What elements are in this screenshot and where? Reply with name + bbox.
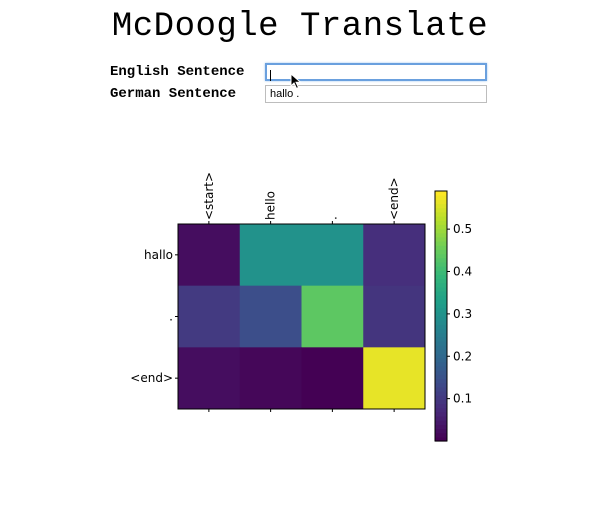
colorbar-segment bbox=[435, 249, 447, 255]
colorbar-tick-label: 0.5 bbox=[453, 222, 472, 236]
colorbar-segment bbox=[435, 411, 447, 417]
heatmap-cell bbox=[301, 224, 364, 287]
colorbar-segment bbox=[435, 374, 447, 380]
colorbar-segment bbox=[435, 395, 447, 400]
colorbar-segment bbox=[435, 316, 447, 321]
app-title: McDoogle Translate bbox=[111, 8, 489, 46]
y-tick-label: . bbox=[169, 310, 173, 324]
german-sentence-label: German Sentence bbox=[110, 86, 237, 102]
colorbar-segment bbox=[435, 366, 447, 371]
colorbar-segment bbox=[435, 303, 447, 309]
german-sentence-output[interactable] bbox=[265, 85, 487, 103]
colorbar-segment bbox=[435, 332, 447, 338]
english-sentence-input[interactable] bbox=[265, 63, 487, 81]
colorbar-segment bbox=[435, 424, 447, 430]
colorbar-segment bbox=[435, 253, 447, 259]
colorbar-segment bbox=[435, 320, 447, 325]
colorbar-segment bbox=[435, 278, 447, 284]
colorbar-segment bbox=[435, 224, 447, 230]
colorbar-segment bbox=[435, 228, 447, 234]
colorbar-segment bbox=[435, 241, 447, 246]
colorbar-segment bbox=[435, 328, 447, 334]
colorbar-segment bbox=[435, 357, 447, 363]
colorbar-segment bbox=[435, 382, 447, 388]
colorbar-segment bbox=[435, 361, 447, 367]
colorbar-segment bbox=[435, 307, 447, 313]
heatmap-cell bbox=[178, 285, 241, 348]
english-sentence-label: English Sentence bbox=[110, 64, 245, 80]
x-tick-label: hello bbox=[264, 191, 278, 220]
colorbar-segment bbox=[435, 311, 447, 317]
heatmap-cell bbox=[363, 285, 426, 348]
colorbar-segment bbox=[435, 341, 447, 346]
colorbar-segment bbox=[435, 207, 447, 213]
colorbar-segment bbox=[435, 299, 447, 305]
colorbar-segment bbox=[435, 420, 447, 425]
colorbar-segment bbox=[435, 353, 447, 359]
heatmap-cell bbox=[301, 285, 364, 348]
heatmap-cell bbox=[239, 224, 302, 287]
heatmap-cell bbox=[178, 347, 241, 410]
heatmap-cell bbox=[363, 347, 426, 410]
colorbar-tick-label: 0.2 bbox=[453, 349, 472, 363]
colorbar-segment bbox=[435, 266, 447, 271]
colorbar-segment bbox=[435, 236, 447, 242]
x-tick-label: <end> bbox=[387, 177, 401, 220]
y-tick-label: <end> bbox=[130, 371, 173, 385]
colorbar-segment bbox=[435, 261, 447, 267]
colorbar-segment bbox=[435, 282, 447, 288]
colorbar-segment bbox=[435, 232, 447, 238]
colorbar-segment bbox=[435, 370, 447, 375]
heatmap-cell bbox=[178, 224, 241, 287]
heatmap-cell bbox=[363, 224, 426, 287]
colorbar-segment bbox=[435, 378, 447, 384]
colorbar-segment bbox=[435, 295, 447, 300]
colorbar-segment bbox=[435, 399, 447, 405]
colorbar-segment bbox=[435, 270, 447, 275]
colorbar-segment bbox=[435, 191, 447, 196]
colorbar-segment bbox=[435, 386, 447, 392]
colorbar-segment bbox=[435, 286, 447, 292]
colorbar-segment bbox=[435, 403, 447, 409]
colorbar-segment bbox=[435, 245, 447, 250]
colorbar-segment bbox=[435, 436, 447, 442]
colorbar-segment bbox=[435, 324, 447, 330]
colorbar-segment bbox=[435, 391, 447, 396]
colorbar-segment bbox=[435, 336, 447, 342]
colorbar-segment bbox=[435, 416, 447, 421]
colorbar-segment bbox=[435, 220, 447, 225]
heatmap-cell bbox=[301, 347, 364, 410]
x-tick-label: <start> bbox=[202, 172, 216, 220]
x-tick-label: . bbox=[325, 216, 339, 220]
colorbar-segment bbox=[435, 432, 447, 438]
mouse-pointer-icon bbox=[290, 73, 302, 90]
colorbar-segment bbox=[435, 274, 447, 280]
y-tick-label: hallo bbox=[144, 248, 173, 262]
colorbar-segment bbox=[435, 428, 447, 434]
heatmap-cell bbox=[239, 285, 302, 348]
colorbar-tick-label: 0.1 bbox=[453, 392, 472, 406]
colorbar-segment bbox=[435, 199, 447, 205]
colorbar-tick-label: 0.4 bbox=[453, 265, 472, 279]
text-caret bbox=[270, 70, 271, 81]
colorbar-segment bbox=[435, 195, 447, 200]
colorbar-segment bbox=[435, 407, 447, 413]
colorbar-segment bbox=[435, 216, 447, 221]
heatmap-cell bbox=[239, 347, 302, 410]
colorbar-tick-label: 0.3 bbox=[453, 307, 472, 321]
colorbar-segment bbox=[435, 345, 447, 350]
colorbar-segment bbox=[435, 203, 447, 209]
colorbar-segment bbox=[435, 291, 447, 296]
colorbar-frame bbox=[434, 190, 448, 442]
colorbar-segment bbox=[435, 257, 447, 263]
colorbar-segment bbox=[435, 211, 447, 217]
colorbar-segment bbox=[435, 349, 447, 355]
